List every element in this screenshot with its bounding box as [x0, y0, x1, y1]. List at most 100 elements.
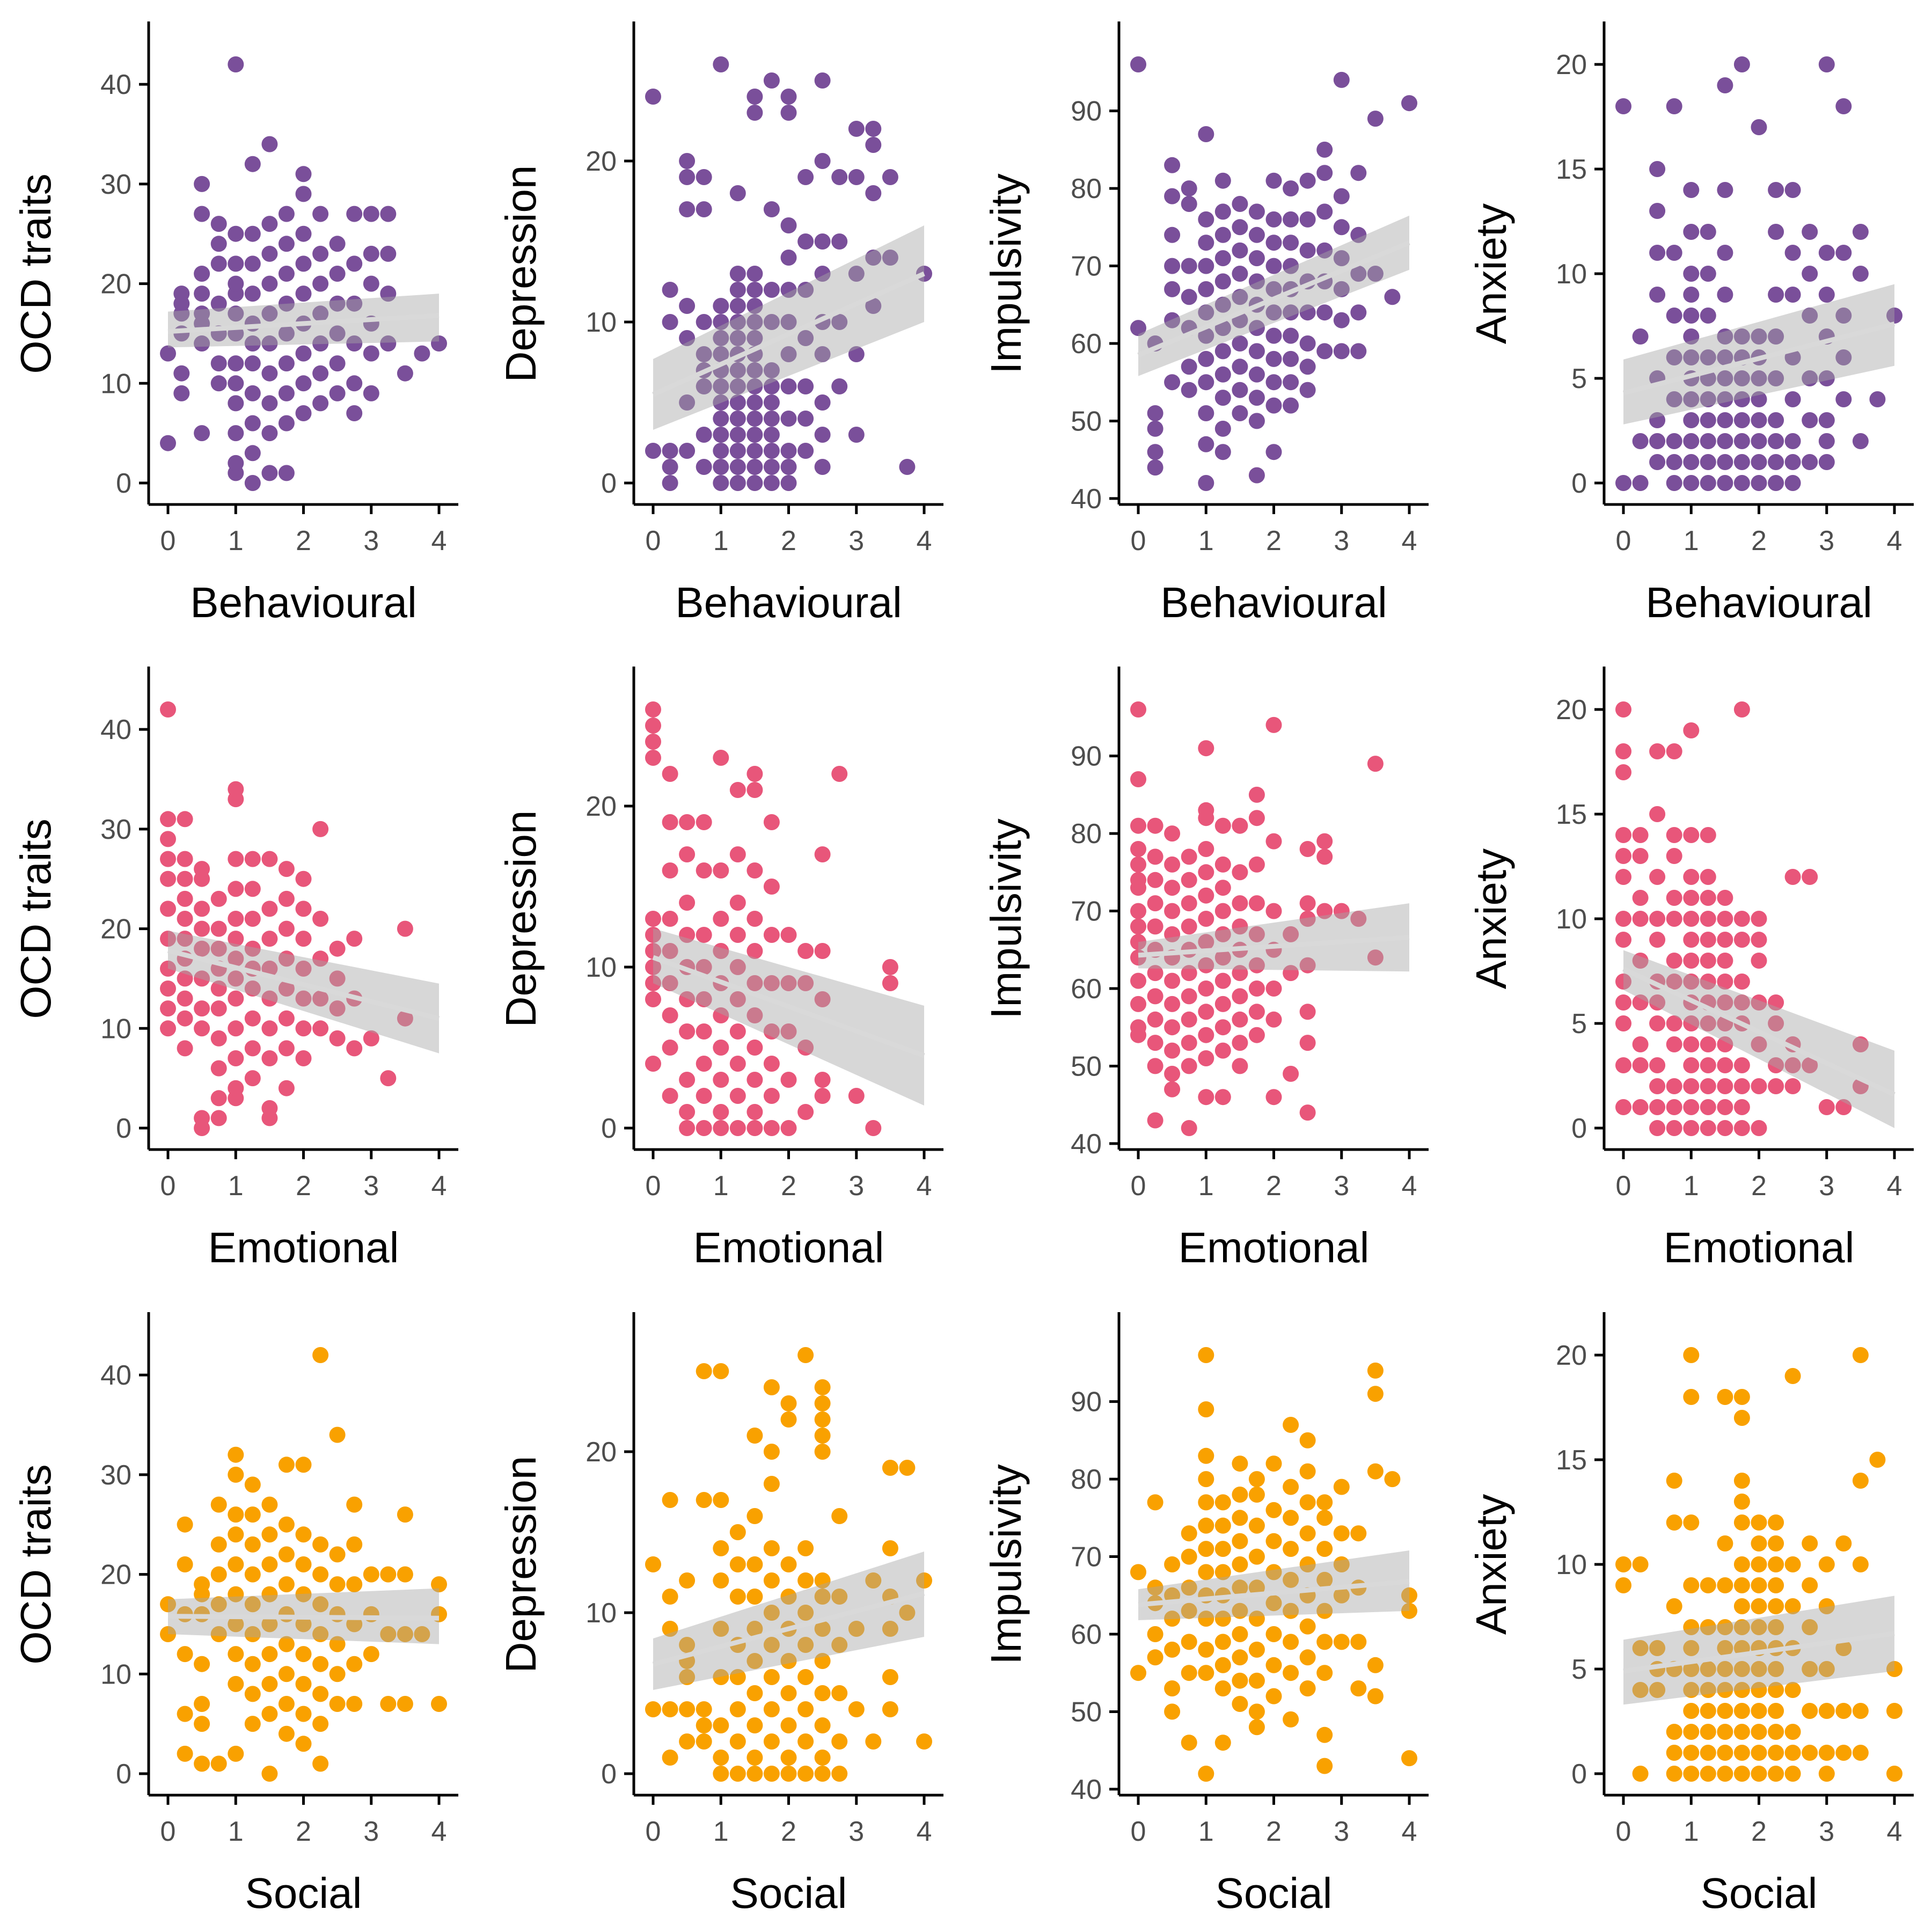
y-axis-title: Anxiety	[1467, 848, 1515, 989]
data-point	[1147, 848, 1163, 865]
data-point	[1181, 1665, 1197, 1681]
data-point	[329, 236, 346, 252]
data-point	[1198, 957, 1214, 974]
data-point	[763, 1766, 780, 1782]
data-point	[1717, 1766, 1733, 1782]
data-point	[1248, 250, 1265, 267]
data-point	[1350, 1680, 1367, 1697]
data-point	[1733, 1619, 1750, 1635]
data-point	[1299, 1680, 1316, 1697]
data-point	[747, 1589, 763, 1605]
x-tick-label: 1	[1198, 525, 1214, 557]
data-point	[1683, 932, 1700, 948]
data-point	[1802, 1661, 1818, 1677]
data-point	[1283, 1634, 1299, 1650]
data-point	[1283, 1417, 1299, 1433]
data-point	[1283, 350, 1299, 367]
data-point	[747, 330, 763, 346]
data-point	[1283, 258, 1299, 274]
data-point	[1751, 1535, 1767, 1552]
data-point	[1666, 98, 1682, 114]
data-point	[1751, 433, 1767, 449]
data-point	[1333, 1587, 1350, 1604]
data-point	[1367, 1657, 1384, 1673]
data-point	[1683, 953, 1700, 969]
data-point	[1248, 1548, 1265, 1565]
data-point	[713, 427, 729, 443]
data-point	[1700, 454, 1716, 470]
data-point	[814, 943, 831, 959]
data-point	[1835, 349, 1852, 365]
data-point	[1299, 335, 1316, 352]
data-point	[1802, 370, 1818, 386]
data-point	[780, 1411, 797, 1428]
data-point	[1751, 932, 1767, 948]
x-axis-title: Emotional	[693, 1224, 884, 1271]
data-point	[295, 1457, 312, 1473]
data-point	[1147, 817, 1163, 834]
data-point	[346, 295, 363, 312]
data-point	[1733, 994, 1750, 1011]
data-point	[780, 1589, 797, 1605]
data-point	[1632, 1057, 1649, 1073]
data-point	[747, 1685, 763, 1701]
regression-line	[167, 1614, 440, 1621]
data-point	[1666, 1015, 1682, 1031]
y-tick-label: 60	[1071, 328, 1102, 360]
data-point	[1700, 1619, 1716, 1635]
data-point	[1198, 1027, 1214, 1043]
data-point	[1818, 1556, 1835, 1572]
data-point	[1350, 266, 1367, 282]
y-tick-label: 50	[1071, 406, 1102, 437]
data-point	[747, 975, 763, 991]
data-point	[645, 927, 661, 943]
x-axis-title: Behavioural	[1645, 579, 1872, 626]
data-point	[1666, 890, 1682, 906]
data-point	[1733, 911, 1750, 927]
data-point	[1666, 974, 1682, 990]
data-point	[679, 1637, 696, 1653]
data-point	[1683, 1099, 1700, 1115]
data-point	[210, 1000, 227, 1017]
data-point	[1316, 833, 1333, 850]
data-point	[261, 1020, 278, 1037]
data-point	[1248, 390, 1265, 406]
data-point	[228, 1526, 244, 1543]
data-point	[645, 443, 661, 459]
y-tick-label: 70	[1071, 1542, 1102, 1573]
y-axis-title: Impulsivity	[982, 818, 1030, 1019]
data-point	[747, 782, 763, 798]
data-point	[814, 233, 831, 250]
data-point	[1632, 994, 1649, 1011]
data-point	[831, 766, 848, 782]
data-point	[747, 282, 763, 298]
data-point	[228, 375, 244, 392]
y-tick-label: 10	[100, 1659, 131, 1690]
data-point	[1248, 320, 1265, 336]
data-point	[1733, 433, 1750, 449]
data-point	[1232, 196, 1248, 212]
data-point	[831, 1508, 848, 1524]
data-point	[814, 394, 831, 411]
data-point	[1214, 856, 1231, 873]
data-point	[1717, 77, 1733, 93]
data-point	[763, 1120, 780, 1136]
data-point	[228, 455, 244, 471]
data-point	[1232, 242, 1248, 259]
data-point	[1350, 1525, 1367, 1542]
data-point	[1198, 304, 1214, 321]
data-point	[1632, 1766, 1649, 1782]
data-point	[831, 169, 848, 185]
data-point	[397, 1506, 413, 1523]
data-point	[1733, 1473, 1750, 1489]
data-point	[1717, 287, 1733, 303]
data-point	[1316, 1726, 1333, 1743]
data-point	[713, 459, 729, 475]
data-point	[1164, 972, 1181, 989]
data-point	[729, 378, 746, 394]
data-point	[780, 1717, 797, 1733]
data-point	[1666, 349, 1682, 365]
data-point	[797, 330, 814, 346]
data-point	[1164, 1556, 1181, 1572]
data-point	[1214, 1634, 1231, 1650]
